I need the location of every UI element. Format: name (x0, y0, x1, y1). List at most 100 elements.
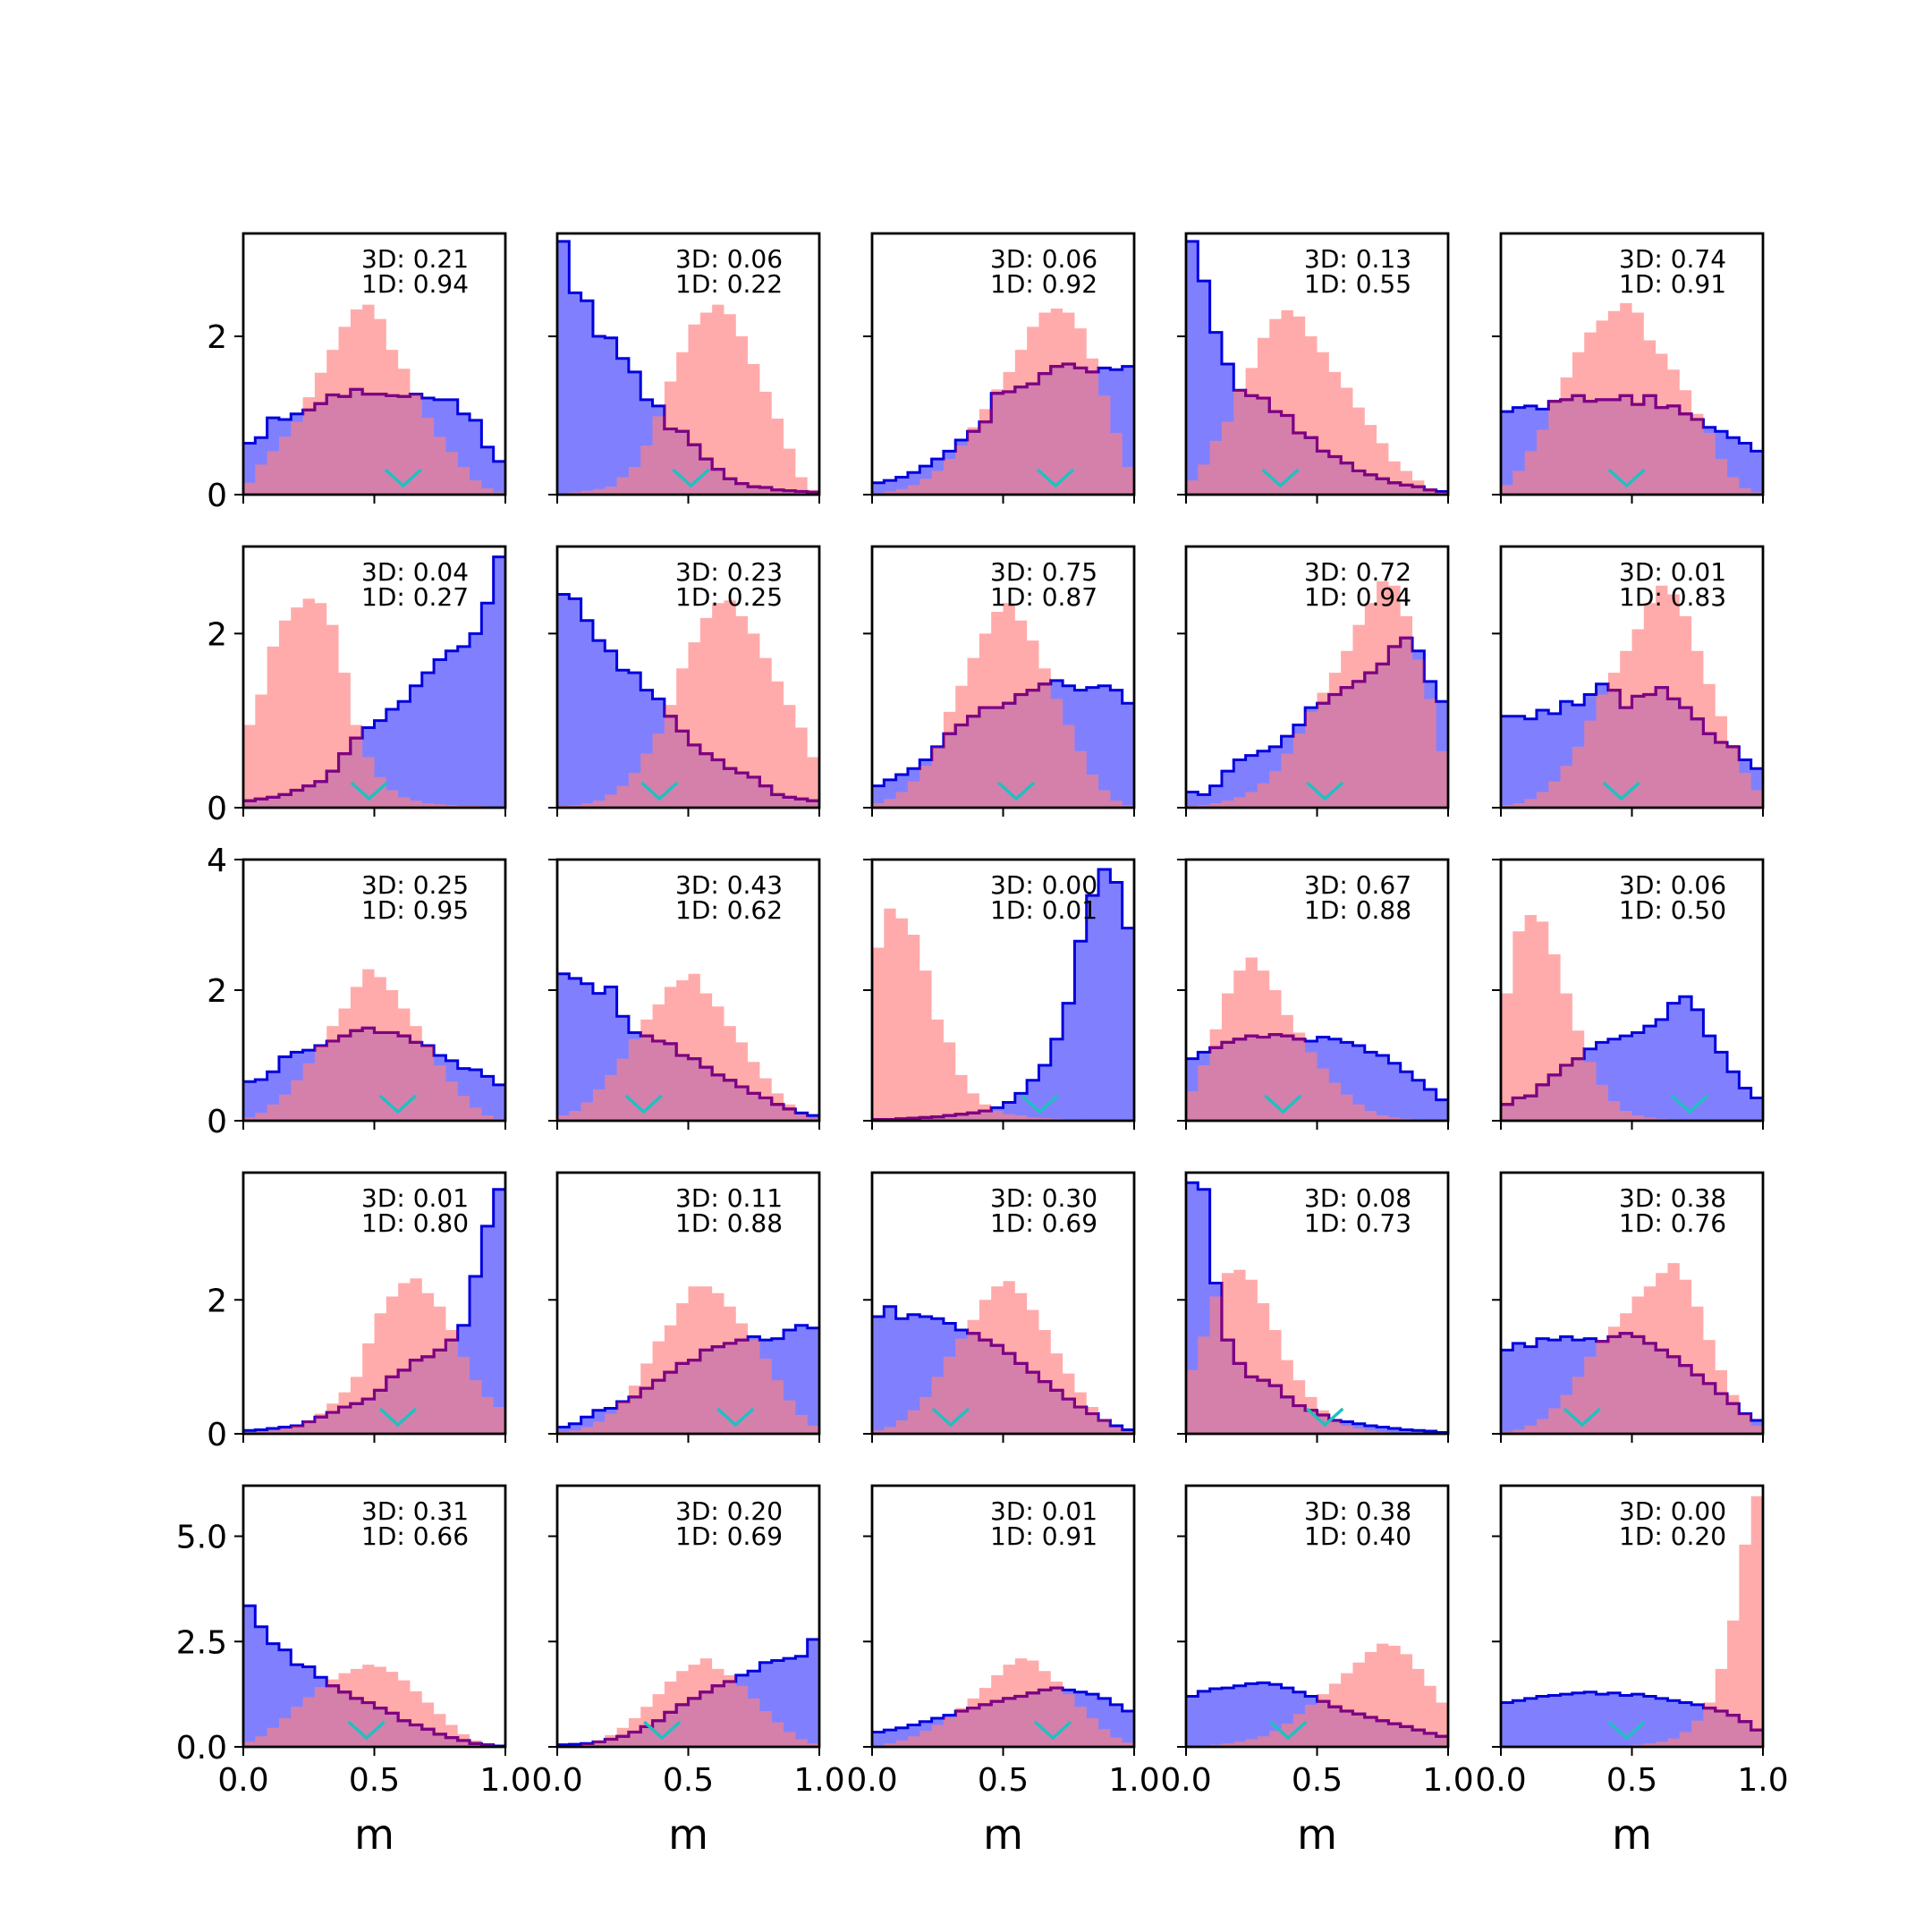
annotation-3d: 3D: 0.00 (1619, 1496, 1726, 1526)
x-tick-label: 1.0 (1422, 1762, 1473, 1799)
panel-plot-area (1501, 302, 1763, 495)
true-value-marker (643, 1720, 682, 1741)
annotation-3d: 3D: 0.20 (675, 1496, 783, 1526)
annotation-3d: 3D: 0.06 (675, 244, 783, 274)
annotation-3d: 3D: 0.25 (361, 870, 469, 900)
true-value-marker (1563, 1407, 1602, 1428)
annotation-3d: 3D: 0.01 (361, 1183, 469, 1213)
annotation-1d: 1D: 0.55 (1304, 269, 1411, 299)
annotation-1d: 1D: 0.92 (990, 269, 1097, 299)
annotation-1d: 1D: 0.01 (990, 895, 1097, 925)
x-tick-label: 1.0 (1737, 1762, 1788, 1799)
annotation-1d: 1D: 0.80 (361, 1208, 469, 1238)
panel-plot-area (1186, 580, 1448, 808)
blue-histogram-fill (872, 869, 1134, 1121)
true-value-marker (384, 468, 422, 488)
red-histogram-fill (1501, 1496, 1763, 1747)
true-value-marker (1036, 468, 1075, 488)
red-histogram-fill (1186, 309, 1448, 495)
y-tick-label: 5.0 (176, 1520, 227, 1556)
annotation-1d: 1D: 0.88 (675, 1208, 783, 1238)
red-histogram-fill (243, 969, 505, 1121)
red-histogram-fill (557, 600, 819, 808)
red-histogram-fill (1186, 957, 1448, 1121)
annotation-3d: 3D: 0.06 (990, 244, 1097, 274)
annotation-3d: 3D: 0.21 (361, 244, 469, 274)
red-histogram-fill (557, 304, 819, 495)
annotation-1d: 1D: 0.87 (990, 582, 1097, 612)
x-tick-label: 0.5 (663, 1762, 714, 1799)
annotation-3d: 3D: 0.23 (675, 557, 783, 587)
x-tick-label: 0.5 (1292, 1762, 1343, 1799)
annotation-1d: 1D: 0.27 (361, 582, 469, 612)
true-value-marker (1261, 468, 1300, 488)
panel-plot-area (872, 1658, 1134, 1747)
x-tick-label: 0.0 (846, 1762, 897, 1799)
panel-plot-area (1501, 1263, 1763, 1434)
annotation-1d: 1D: 0.22 (675, 269, 783, 299)
red-histogram-fill (1186, 580, 1448, 808)
annotation-3d: 3D: 0.00 (990, 870, 1097, 900)
red-histogram-fill (1186, 1269, 1448, 1434)
annotation-1d: 1D: 0.83 (1619, 582, 1726, 612)
annotation-1d: 1D: 0.66 (361, 1521, 469, 1551)
blue-outline-overlap (243, 1665, 505, 1747)
true-value-marker (1607, 468, 1646, 488)
panel-plot-area (557, 593, 819, 808)
annotation-3d: 3D: 0.74 (1619, 244, 1726, 274)
y-tick-label: 0 (207, 1104, 227, 1140)
red-histogram-fill (1501, 915, 1763, 1121)
panel-plot-area (557, 240, 819, 495)
annotation-3d: 3D: 0.38 (1304, 1496, 1411, 1526)
x-tick-label: 1.0 (479, 1762, 530, 1799)
annotation-1d: 1D: 0.95 (361, 895, 469, 925)
true-value-marker (1269, 1720, 1308, 1741)
x-axis-label: m (668, 1810, 708, 1859)
y-tick-label: 0 (207, 791, 227, 827)
x-tick-label: 0.0 (1475, 1762, 1526, 1799)
x-tick-label: 0.5 (1606, 1762, 1657, 1799)
annotation-1d: 1D: 0.69 (675, 1521, 783, 1551)
red-histogram-fill (872, 1281, 1134, 1434)
annotation-1d: 1D: 0.94 (361, 269, 469, 299)
annotation-1d: 1D: 0.88 (1304, 895, 1411, 925)
true-value-marker (1670, 1094, 1709, 1114)
red-histogram-fill (243, 598, 505, 808)
annotation-1d: 1D: 0.76 (1619, 1208, 1726, 1238)
x-axis-label: m (983, 1810, 1023, 1859)
blue-histogram-fill (557, 241, 819, 495)
panel-plot-area (243, 555, 505, 808)
annotation-3d: 3D: 0.04 (361, 557, 469, 587)
red-histogram-fill (1501, 1263, 1763, 1434)
y-tick-label: 2 (207, 616, 227, 653)
y-tick-label: 0 (207, 1417, 227, 1453)
true-value-marker (716, 1407, 755, 1428)
red-histogram-fill (243, 1278, 505, 1434)
y-tick-label: 2.5 (176, 1624, 227, 1661)
annotation-3d: 3D: 0.43 (675, 870, 783, 900)
panel-plot-area (872, 1281, 1134, 1434)
annotation-3d: 3D: 0.31 (361, 1496, 469, 1526)
red-histogram-fill (872, 309, 1134, 495)
y-tick-label: 4 (207, 843, 227, 879)
annotation-3d: 3D: 0.08 (1304, 1183, 1411, 1213)
annotation-3d: 3D: 0.67 (1304, 870, 1411, 900)
annotation-3d: 3D: 0.01 (990, 1496, 1097, 1526)
true-value-marker (624, 1094, 663, 1114)
annotation-1d: 1D: 0.40 (1304, 1521, 1411, 1551)
true-value-marker (1602, 781, 1640, 801)
